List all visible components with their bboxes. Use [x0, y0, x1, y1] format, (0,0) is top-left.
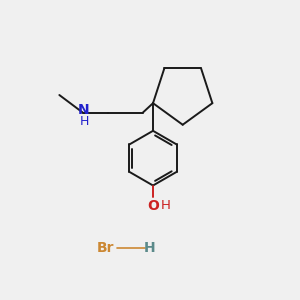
Text: H: H	[80, 115, 89, 128]
Text: H: H	[144, 241, 156, 255]
Text: O: O	[147, 199, 159, 213]
Text: Br: Br	[97, 241, 114, 255]
Text: N: N	[77, 103, 89, 118]
Text: H: H	[160, 199, 170, 212]
